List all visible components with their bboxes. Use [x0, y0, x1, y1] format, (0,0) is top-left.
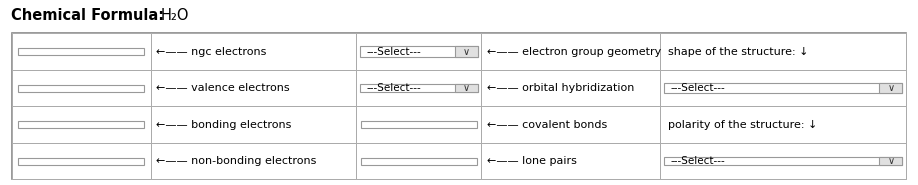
Bar [356, 70, 481, 106]
Bar [151, 33, 356, 70]
Text: Chemical Formula:: Chemical Formula: [11, 8, 169, 23]
Text: ---Select---: ---Select--- [670, 156, 725, 166]
Bar [660, 106, 906, 143]
Text: ←—— lone pairs: ←—— lone pairs [487, 156, 577, 166]
Text: ←—— bonding electrons: ←—— bonding electrons [156, 120, 291, 130]
Text: ---Select---: ---Select--- [366, 47, 421, 57]
Bar [356, 33, 481, 70]
Bar [879, 83, 902, 93]
Bar [151, 106, 356, 143]
Bar [481, 33, 660, 70]
Bar [151, 143, 356, 179]
Bar [660, 70, 906, 106]
Bar [481, 106, 660, 143]
Text: ←—— valence electrons: ←—— valence electrons [156, 83, 290, 93]
Text: ←—— non-bonding electrons: ←—— non-bonding electrons [156, 156, 317, 166]
Bar [664, 83, 902, 93]
Bar [454, 46, 477, 57]
Bar [481, 106, 660, 143]
Bar [879, 157, 902, 165]
Bar [481, 143, 660, 179]
Bar [356, 143, 481, 179]
Bar [12, 70, 151, 106]
Text: shape of the structure: ↓: shape of the structure: ↓ [667, 47, 808, 57]
Bar [481, 70, 660, 106]
Bar [18, 158, 144, 165]
Bar [360, 46, 477, 57]
Text: polarity of the structure: ↓: polarity of the structure: ↓ [667, 120, 817, 130]
Text: ∨: ∨ [888, 156, 894, 166]
Bar [12, 106, 151, 143]
Bar [660, 70, 906, 106]
Bar [481, 33, 660, 70]
Bar [660, 33, 906, 70]
Bar [18, 121, 144, 128]
Bar [356, 106, 481, 143]
Bar [12, 106, 151, 143]
Bar [356, 106, 481, 143]
Bar [12, 33, 151, 70]
Bar [454, 84, 477, 92]
Text: ←—— covalent bonds: ←—— covalent bonds [487, 120, 607, 130]
Bar [660, 143, 906, 179]
Text: ∨: ∨ [888, 83, 894, 93]
Bar [660, 106, 906, 143]
Bar [18, 85, 144, 92]
Bar [356, 33, 481, 70]
Bar [151, 33, 356, 70]
Bar [12, 143, 151, 179]
Text: ---Select---: ---Select--- [670, 83, 725, 93]
Bar [361, 121, 476, 128]
Bar [151, 143, 356, 179]
Bar [660, 143, 906, 179]
Bar [356, 143, 481, 179]
Text: ←—— ngc electrons: ←—— ngc electrons [156, 47, 266, 57]
Bar [151, 70, 356, 106]
Bar [360, 84, 477, 92]
Text: ←—— orbital hybridization: ←—— orbital hybridization [487, 83, 634, 93]
Text: ---Select---: ---Select--- [366, 83, 421, 93]
Text: ∨: ∨ [463, 83, 470, 93]
Bar [361, 158, 476, 165]
Bar [151, 106, 356, 143]
Text: H₂O: H₂O [161, 8, 189, 23]
Bar [12, 70, 151, 106]
Text: ←—— electron group geometry: ←—— electron group geometry [487, 47, 661, 57]
Bar [481, 143, 660, 179]
Bar [664, 157, 902, 165]
Bar [660, 33, 906, 70]
Bar [12, 33, 151, 70]
Bar [356, 70, 481, 106]
Bar [18, 48, 144, 55]
Bar [12, 33, 906, 179]
Bar [151, 70, 356, 106]
Bar [481, 70, 660, 106]
Text: ∨: ∨ [463, 47, 470, 57]
Bar [12, 143, 151, 179]
